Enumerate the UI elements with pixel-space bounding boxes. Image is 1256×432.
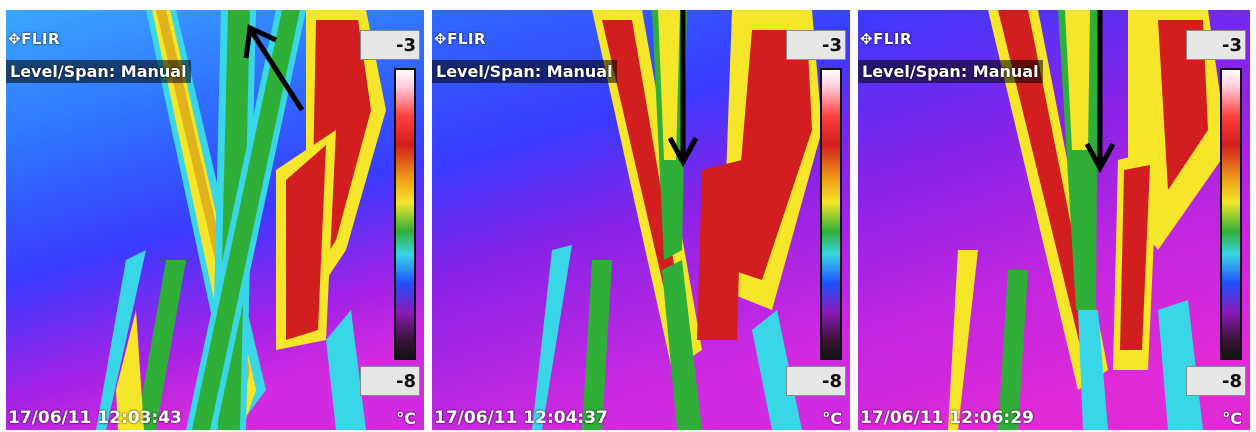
unit-label: °C — [1222, 409, 1242, 428]
temperature-colorbar — [820, 68, 842, 360]
brand-label: ✥FLIR — [8, 30, 61, 48]
arrow-icon — [1084, 10, 1116, 174]
brand-label: ✥FLIR — [860, 30, 913, 48]
thermal-scene-1 — [6, 10, 424, 430]
unit-label: °C — [822, 409, 842, 428]
arrow-icon — [667, 10, 699, 168]
flir-logo-icon: ✥ — [434, 30, 448, 48]
flir-logo-icon: ✥ — [8, 30, 22, 48]
arrow-icon — [243, 24, 305, 112]
flir-logo-icon: ✥ — [860, 30, 874, 48]
scale-min-value: -8 — [1186, 366, 1246, 396]
timestamp: 17/06/11 12:03:43 — [8, 408, 182, 428]
scale-min-value: -8 — [786, 366, 846, 396]
timestamp: 17/06/11 12:06:29 — [860, 408, 1034, 428]
thermal-image-1: ✥FLIR Level/Span: Manual -3 -8 17/06/11 … — [6, 10, 424, 430]
timestamp: 17/06/11 12:04:37 — [434, 408, 608, 428]
scale-max-value: -3 — [786, 30, 846, 60]
thermal-image-2: ✥FLIR Level/Span: Manual -3 -8 17/06/11 … — [432, 10, 850, 430]
scale-max-value: -3 — [1186, 30, 1246, 60]
unit-label: °C — [396, 409, 416, 428]
brand-label: ✥FLIR — [434, 30, 487, 48]
temperature-colorbar — [1220, 68, 1242, 360]
level-span-label: Level/Span: Manual — [858, 60, 1043, 83]
temperature-colorbar — [394, 68, 416, 360]
level-span-label: Level/Span: Manual — [6, 60, 191, 83]
scale-max-value: -3 — [360, 30, 420, 60]
thermal-image-3: ✥FLIR Level/Span: Manual -3 -8 17/06/11 … — [858, 10, 1250, 430]
level-span-label: Level/Span: Manual — [432, 60, 617, 83]
scale-min-value: -8 — [360, 366, 420, 396]
